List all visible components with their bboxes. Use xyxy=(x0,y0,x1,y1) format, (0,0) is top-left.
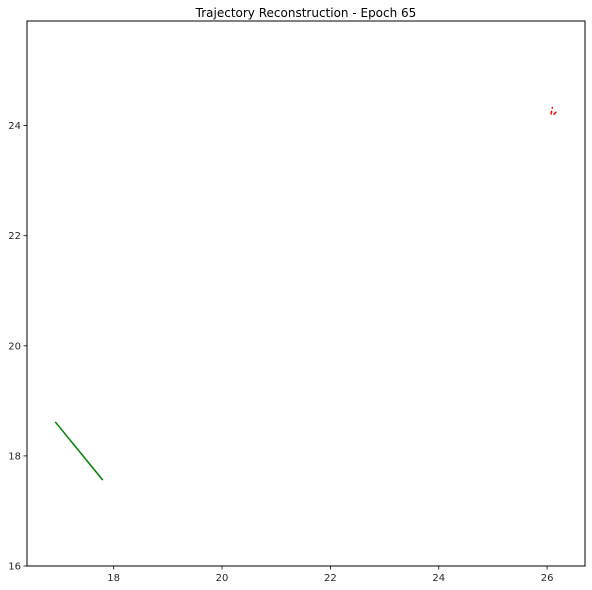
series-line-1 xyxy=(54,421,104,481)
x-axis: 18 20 22 24 26 xyxy=(107,566,553,584)
plot-frame xyxy=(26,20,586,567)
y-tick-label: 22 xyxy=(8,231,21,242)
x-tick-label: 20 xyxy=(216,573,229,584)
x-tick-label: 24 xyxy=(432,573,445,584)
series-line-2 xyxy=(550,106,554,115)
x-tick-label: 18 xyxy=(107,573,120,584)
y-tick-label: 24 xyxy=(8,121,21,132)
y-tick-label: 18 xyxy=(8,451,21,462)
y-tick-label: 16 xyxy=(8,562,21,573)
y-axis: 16 18 20 22 24 xyxy=(8,121,27,573)
y-tick-label: 20 xyxy=(8,341,21,352)
series-line-3 xyxy=(553,109,559,116)
chart-title: Trajectory Reconstruction - Epoch 65 xyxy=(195,6,417,20)
plot-area: 18 20 22 24 26 16 18 20 22 24 xyxy=(8,20,586,584)
x-tick-label: 26 xyxy=(541,573,554,584)
x-tick-label: 22 xyxy=(324,573,337,584)
series-layer xyxy=(54,106,559,481)
